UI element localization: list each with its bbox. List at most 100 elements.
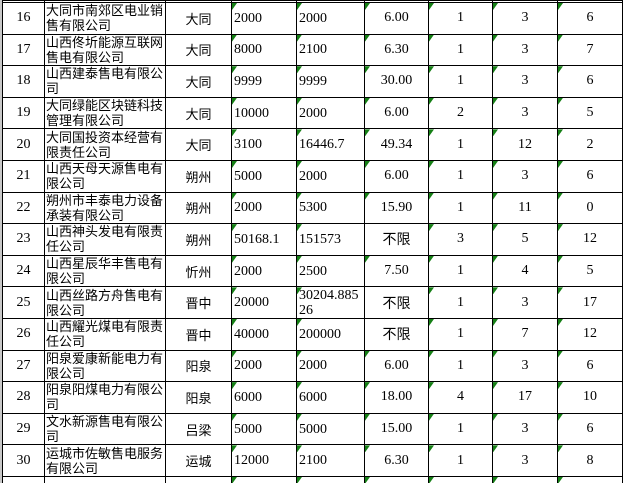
cell-v3[interactable]: 不限 xyxy=(364,223,429,256)
cell-v5[interactable]: 3 xyxy=(492,349,558,383)
cell-v6[interactable]: 8 xyxy=(557,444,623,477)
cell-company[interactable]: 运城市佐敏售电服务有限公司 xyxy=(44,444,166,477)
cell-v6[interactable]: 6 xyxy=(557,2,623,35)
cell-no[interactable]: 16 xyxy=(2,2,45,35)
cell-v5[interactable]: 3 xyxy=(492,65,558,98)
cell-v6[interactable] xyxy=(557,475,623,483)
cell-v5[interactable]: 3 xyxy=(492,412,558,446)
cell-company[interactable]: 阳泉爱康新能电力有限公司 xyxy=(44,349,166,383)
cell-v4[interactable]: 1 xyxy=(428,191,493,225)
cell-v1[interactable]: 2000 xyxy=(231,191,297,225)
cell-v6[interactable]: 0 xyxy=(557,191,623,225)
cell-no[interactable]: 18 xyxy=(2,65,45,98)
cell-v1[interactable]: 2000 xyxy=(231,349,297,383)
cell-city[interactable] xyxy=(165,475,232,483)
cell-v5[interactable] xyxy=(492,475,558,483)
cell-v3[interactable]: 6.00 xyxy=(364,96,429,130)
cell-company[interactable]: 山西神头发电有限责任公司 xyxy=(44,223,166,256)
cell-v1[interactable]: 9999 xyxy=(231,65,297,98)
cell-v6[interactable]: 5 xyxy=(557,254,623,288)
cell-v6[interactable]: 17 xyxy=(557,286,623,319)
cell-v2[interactable]: 6000 xyxy=(296,381,365,414)
cell-v6[interactable]: 6 xyxy=(557,159,623,193)
cell-v3[interactable]: 18.00 xyxy=(364,381,429,414)
cell-city[interactable]: 忻州 xyxy=(165,254,232,288)
cell-city[interactable]: 大同 xyxy=(165,96,232,130)
cell-v5[interactable]: 3 xyxy=(492,96,558,130)
cell-v4[interactable]: 4 xyxy=(428,381,493,414)
cell-v4[interactable]: 1 xyxy=(428,254,493,288)
cell-v1[interactable]: 40000 xyxy=(231,317,297,351)
cell-no[interactable]: 30 xyxy=(2,444,45,477)
cell-v1[interactable] xyxy=(231,475,297,483)
cell-v2[interactable]: 16446.7 xyxy=(296,128,365,161)
cell-v6[interactable]: 7 xyxy=(557,33,623,67)
cell-v6[interactable]: 6 xyxy=(557,349,623,383)
cell-no[interactable]: 19 xyxy=(2,96,45,130)
cell-no[interactable]: 29 xyxy=(2,412,45,446)
cell-v3[interactable]: 7.50 xyxy=(364,254,429,288)
cell-v1[interactable]: 10000 xyxy=(231,96,297,130)
cell-v1[interactable]: 5000 xyxy=(231,412,297,446)
cell-v2[interactable]: 2000 xyxy=(296,159,365,193)
cell-v2[interactable]: 151573 xyxy=(296,223,365,256)
cell-v6[interactable]: 6 xyxy=(557,412,623,446)
cell-company[interactable]: 山西耀光煤电有限责任公司 xyxy=(44,317,166,351)
cell-v2[interactable]: 2500 xyxy=(296,254,365,288)
cell-city[interactable]: 阳泉 xyxy=(165,381,232,414)
cell-v1[interactable]: 8000 xyxy=(231,33,297,67)
cell-v5[interactable]: 5 xyxy=(492,223,558,256)
cell-v2[interactable]: 2000 xyxy=(296,96,365,130)
cell-v1[interactable]: 50168.1 xyxy=(231,223,297,256)
cell-no[interactable]: 24 xyxy=(2,254,45,288)
cell-company[interactable]: 山西星辰华丰售电有限公司 xyxy=(44,254,166,288)
cell-no[interactable]: 28 xyxy=(2,381,45,414)
cell-company[interactable]: 大同市南郊区电业销售有限公司 xyxy=(44,2,166,35)
cell-v3[interactable]: 不限 xyxy=(364,286,429,319)
cell-v5[interactable]: 3 xyxy=(492,2,558,35)
cell-no[interactable]: 23 xyxy=(2,223,45,256)
cell-v5[interactable]: 17 xyxy=(492,381,558,414)
cell-v4[interactable]: 1 xyxy=(428,128,493,161)
cell-v6[interactable]: 5 xyxy=(557,96,623,130)
cell-v3[interactable]: 6.00 xyxy=(364,159,429,193)
cell-v1[interactable]: 20000 xyxy=(231,286,297,319)
cell-v4[interactable]: 1 xyxy=(428,286,493,319)
cell-city[interactable]: 阳泉 xyxy=(165,349,232,383)
cell-v6[interactable]: 2 xyxy=(557,128,623,161)
cell-v2[interactable] xyxy=(296,475,365,483)
cell-v2[interactable]: 2000 xyxy=(296,2,365,35)
cell-v2[interactable]: 2000 xyxy=(296,349,365,383)
cell-company[interactable]: 文水新源售电有限公司 xyxy=(44,412,166,446)
cell-city[interactable]: 晋中 xyxy=(165,317,232,351)
cell-v2[interactable]: 30204.88526 xyxy=(296,286,365,319)
cell-v6[interactable]: 12 xyxy=(557,223,623,256)
cell-v4[interactable]: 2 xyxy=(428,96,493,130)
cell-v5[interactable]: 3 xyxy=(492,33,558,67)
cell-v6[interactable]: 10 xyxy=(557,381,623,414)
cell-no[interactable]: 25 xyxy=(2,286,45,319)
cell-v6[interactable]: 12 xyxy=(557,317,623,351)
cell-no[interactable]: 22 xyxy=(2,191,45,225)
cell-v4[interactable] xyxy=(428,475,493,483)
cell-v5[interactable]: 4 xyxy=(492,254,558,288)
cell-v4[interactable]: 1 xyxy=(428,2,493,35)
cell-v3[interactable] xyxy=(364,475,429,483)
cell-v3[interactable]: 6.00 xyxy=(364,2,429,35)
cell-company[interactable]: 山西天母天源售电有限公司 xyxy=(44,159,166,193)
cell-v4[interactable]: 1 xyxy=(428,349,493,383)
cell-company[interactable]: 阳泉阳煤电力有限公司 xyxy=(44,381,166,414)
cell-v4[interactable]: 1 xyxy=(428,65,493,98)
cell-city[interactable]: 大同 xyxy=(165,2,232,35)
cell-city[interactable]: 吕梁 xyxy=(165,412,232,446)
cell-city[interactable]: 朔州 xyxy=(165,223,232,256)
cell-v3[interactable]: 15.00 xyxy=(364,412,429,446)
cell-v4[interactable]: 1 xyxy=(428,444,493,477)
cell-v3[interactable]: 30.00 xyxy=(364,65,429,98)
cell-v1[interactable]: 12000 xyxy=(231,444,297,477)
cell-v4[interactable]: 1 xyxy=(428,159,493,193)
cell-no[interactable]: 20 xyxy=(2,128,45,161)
cell-v6[interactable]: 6 xyxy=(557,65,623,98)
cell-v4[interactable]: 1 xyxy=(428,33,493,67)
cell-v3[interactable]: 6.30 xyxy=(364,444,429,477)
